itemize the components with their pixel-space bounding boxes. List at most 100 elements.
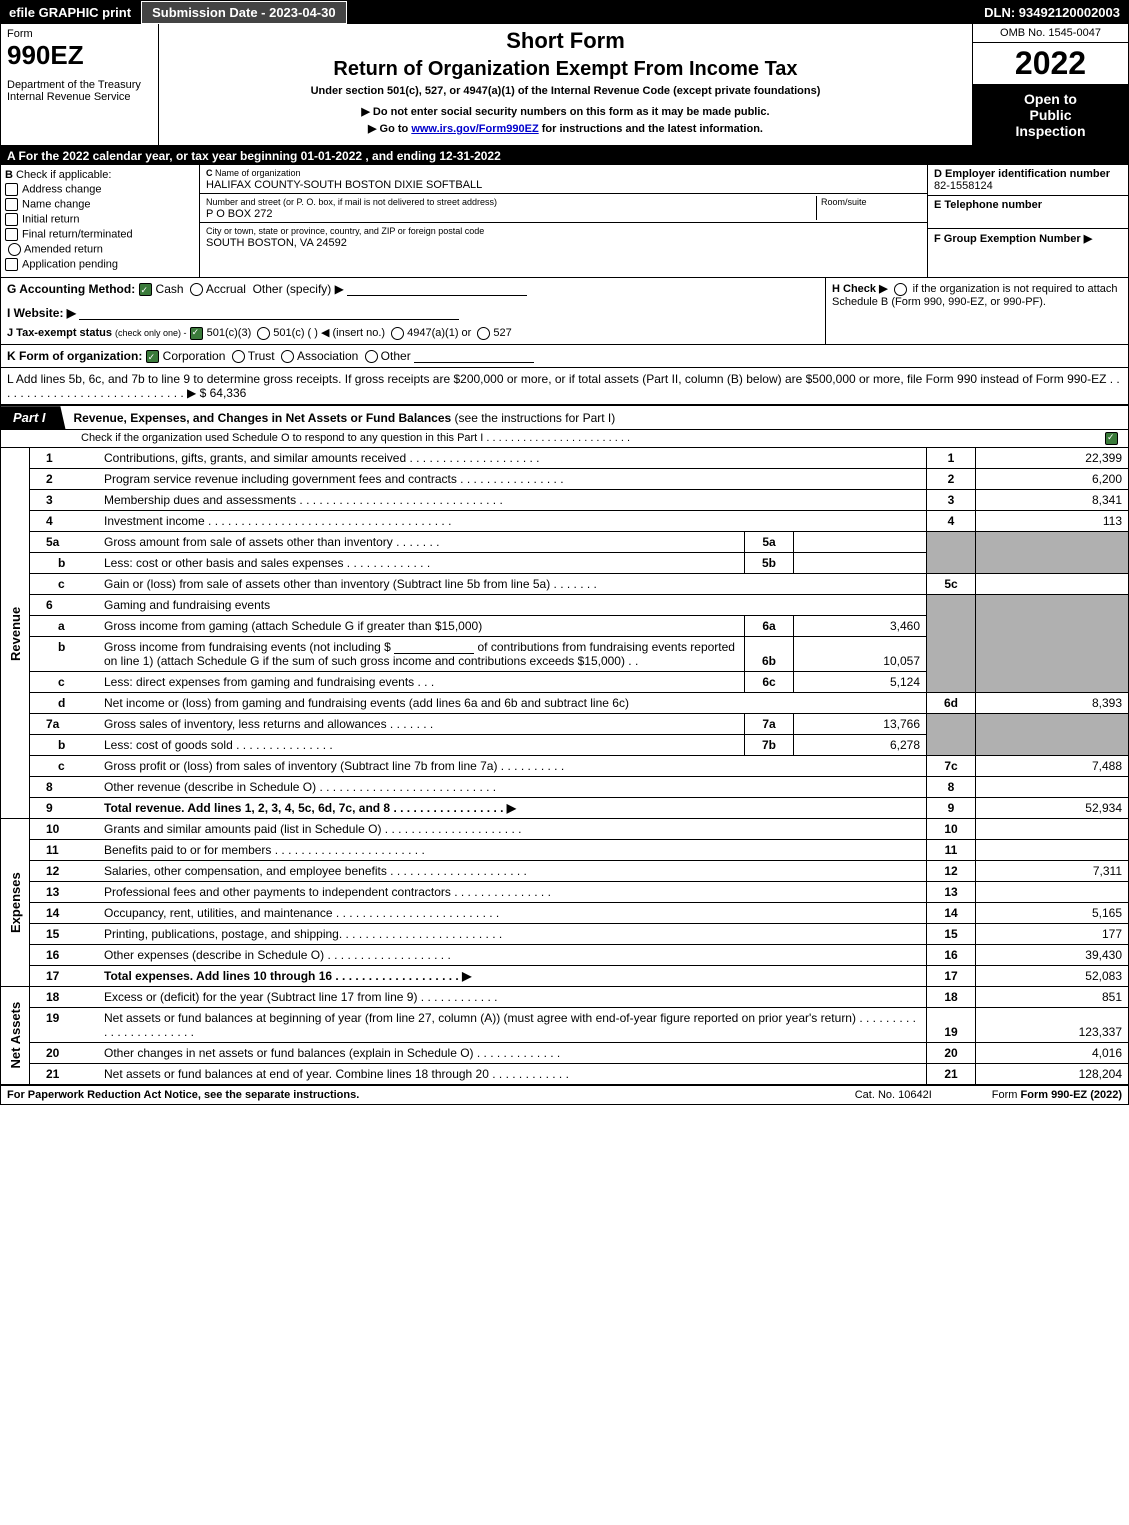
l7c-num: c	[30, 756, 99, 777]
l-text: L Add lines 5b, 6c, and 7b to line 9 to …	[7, 372, 1120, 400]
l7a-box: 7a	[745, 714, 794, 735]
l6-num: 6	[30, 595, 99, 616]
opt-corp: Corporation	[163, 349, 226, 363]
opt-501c3: 501(c)(3)	[207, 327, 252, 339]
l18-num: 18	[30, 987, 99, 1008]
l19-desc: Net assets or fund balances at beginning…	[98, 1008, 927, 1043]
cb-amended-return[interactable]	[8, 243, 21, 256]
l20-desc: Other changes in net assets or fund bala…	[98, 1043, 927, 1064]
cb-app-pending[interactable]	[5, 258, 18, 271]
l6b-box: 6b	[745, 637, 794, 672]
side-revenue: Revenue	[1, 448, 30, 819]
l9-desc-text: Total revenue. Add lines 1, 2, 3, 4, 5c,…	[104, 801, 516, 815]
note-ssn: ▶ Do not enter social security numbers o…	[163, 105, 968, 118]
l5ab-shade	[927, 532, 976, 574]
col-def: D Employer identification number 82-1558…	[927, 165, 1128, 277]
l6a-desc: Gross income from gaming (attach Schedul…	[98, 616, 745, 637]
cb-cash[interactable]	[139, 283, 152, 296]
part1-title-note: (see the instructions for Part I)	[455, 411, 616, 425]
cb-4947[interactable]	[391, 327, 404, 340]
org-city: SOUTH BOSTON, VA 24592	[206, 237, 347, 249]
l12-desc: Salaries, other compensation, and employ…	[98, 861, 927, 882]
l8-val	[976, 777, 1129, 798]
l12-rt: 12	[927, 861, 976, 882]
cb-501c3[interactable]	[190, 327, 203, 340]
cb-initial-return[interactable]	[5, 213, 18, 226]
l20-val: 4,016	[976, 1043, 1129, 1064]
note-goto-post: for instructions and the latest informat…	[539, 123, 763, 135]
l6d-desc: Net income or (loss) from gaming and fun…	[98, 693, 927, 714]
l5a-desc: Gross amount from sale of assets other t…	[98, 532, 745, 553]
cb-other-org[interactable]	[365, 350, 378, 363]
l6-shade-val	[976, 595, 1129, 693]
cb-trust[interactable]	[232, 350, 245, 363]
section-h: H Check ▶ if the organization is not req…	[825, 278, 1128, 344]
b-label: B	[5, 169, 13, 181]
cb-name-change[interactable]	[5, 198, 18, 211]
l8-num: 8	[30, 777, 99, 798]
l16-desc: Other expenses (describe in Schedule O) …	[98, 945, 927, 966]
check-if-label: Check if applicable:	[16, 169, 111, 181]
l17-num: 17	[30, 966, 99, 987]
opt-initial: Initial return	[22, 213, 79, 225]
l21-val: 128,204	[976, 1064, 1129, 1085]
l6a-box: 6a	[745, 616, 794, 637]
other-org-blank	[414, 362, 534, 363]
l1-num: 1	[30, 448, 99, 469]
fpra-notice: For Paperwork Reduction Act Notice, see …	[7, 1089, 359, 1101]
l5ab-shade-val	[976, 532, 1129, 574]
cb-address-change[interactable]	[5, 183, 18, 196]
tax-year: 2022	[973, 43, 1128, 85]
form-number: 990EZ	[7, 40, 152, 71]
l17-val: 52,083	[976, 966, 1129, 987]
form-title: Return of Organization Exempt From Incom…	[163, 58, 968, 81]
cb-schedule-o[interactable]	[1105, 432, 1118, 445]
l6b-desc: Gross income from fundraising events (no…	[98, 637, 745, 672]
section-bcdef: B Check if applicable: Address change Na…	[1, 165, 1128, 278]
l6d-num: d	[30, 693, 99, 714]
part1-table: Revenue 1 Contributions, gifts, grants, …	[1, 447, 1128, 1084]
l6d-val: 8,393	[976, 693, 1129, 714]
l7c-desc: Gross profit or (loss) from sales of inv…	[98, 756, 927, 777]
l5c-rt: 5c	[927, 574, 976, 595]
l7a-boxval: 13,766	[794, 714, 927, 735]
opt-4947: 4947(a)(1) or	[407, 327, 471, 339]
l7-shade	[927, 714, 976, 756]
cb-501c[interactable]	[257, 327, 270, 340]
l11-val	[976, 840, 1129, 861]
l4-num: 4	[30, 511, 99, 532]
org-name: HALIFAX COUNTY-SOUTH BOSTON DIXIE SOFTBA…	[206, 179, 482, 191]
section-k: K Form of organization: Corporation Trus…	[1, 345, 1128, 368]
l14-val: 5,165	[976, 903, 1129, 924]
note-goto-pre: ▶ Go to	[368, 123, 411, 135]
note-goto: ▶ Go to www.irs.gov/Form990EZ for instru…	[163, 122, 968, 135]
cb-association[interactable]	[281, 350, 294, 363]
l3-desc: Membership dues and assessments . . . . …	[98, 490, 927, 511]
l7-shade-val	[976, 714, 1129, 756]
cb-527[interactable]	[477, 327, 490, 340]
l6c-boxval: 5,124	[794, 672, 927, 693]
l17-desc: Total expenses. Add lines 10 through 16 …	[98, 966, 927, 987]
irs-label: Internal Revenue Service	[7, 91, 152, 103]
cb-final-return[interactable]	[5, 228, 18, 241]
l15-rt: 15	[927, 924, 976, 945]
irs-link[interactable]: www.irs.gov/Form990EZ	[411, 123, 538, 135]
l6-desc: Gaming and fundraising events	[98, 595, 927, 616]
l10-num: 10	[30, 819, 99, 840]
part1-sub: Check if the organization used Schedule …	[1, 430, 1128, 447]
g-label: G Accounting Method:	[7, 282, 135, 296]
l11-rt: 11	[927, 840, 976, 861]
top-bar: efile GRAPHIC print Submission Date - 20…	[1, 1, 1128, 24]
i-label: I Website: ▶	[7, 306, 76, 320]
cb-accrual[interactable]	[190, 283, 203, 296]
l4-rt: 4	[927, 511, 976, 532]
l16-num: 16	[30, 945, 99, 966]
l18-val: 851	[976, 987, 1129, 1008]
l19-rt: 19	[927, 1008, 976, 1043]
opt-527: 527	[493, 327, 511, 339]
cb-h[interactable]	[894, 283, 907, 296]
l5c-val	[976, 574, 1129, 595]
opt-address: Address change	[22, 183, 102, 195]
l5b-box: 5b	[745, 553, 794, 574]
cb-corporation[interactable]	[146, 350, 159, 363]
